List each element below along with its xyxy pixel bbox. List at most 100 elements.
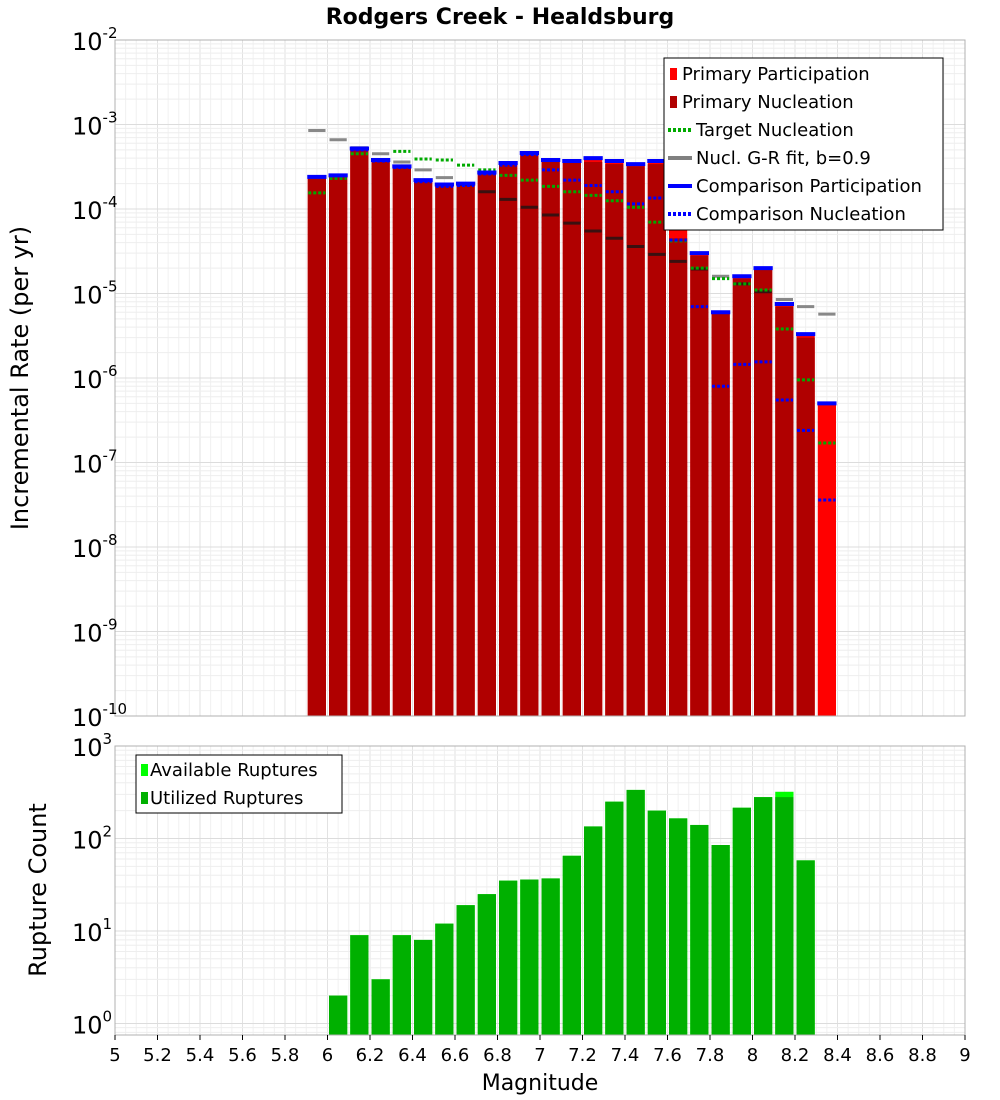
primary-nucleation-bar <box>690 255 709 716</box>
utilized-ruptures-bar <box>435 923 454 1035</box>
y-tick-label: 10-5 <box>72 278 118 310</box>
utilized-ruptures-bar <box>605 801 624 1035</box>
x-tick-label: 8.8 <box>908 1045 937 1066</box>
y-tick-exponent: 2 <box>103 822 113 840</box>
x-tick-label: 7.4 <box>611 1045 640 1066</box>
y-tick-label: 10-7 <box>72 447 118 479</box>
y-tick-label: 10-10 <box>72 700 127 732</box>
legend-label: Comparison Nucleation <box>696 204 906 225</box>
y-tick-base: 10 <box>72 826 103 854</box>
x-tick-label: 6.4 <box>398 1045 427 1066</box>
top-plot: 10-1010-910-810-710-610-510-410-310-2Pri… <box>72 24 966 732</box>
legend-label: Primary Nucleation <box>682 92 854 113</box>
y-tick-label: 102 <box>72 822 112 854</box>
y-tick-base: 10 <box>72 28 103 56</box>
primary-nucleation-bar <box>584 161 603 716</box>
primary-nucleation-bar <box>541 160 560 716</box>
y-tick-base: 10 <box>72 282 103 310</box>
utilized-ruptures-bar <box>626 789 645 1035</box>
utilized-ruptures-bar <box>711 845 730 1035</box>
chart-title: Rodgers Creek - Healdsburg <box>326 5 675 30</box>
primary-nucleation-bar <box>626 166 645 716</box>
primary-nucleation-bar <box>669 238 688 717</box>
y-tick-exponent: -7 <box>103 447 118 465</box>
primary-nucleation-bar <box>562 160 581 717</box>
y-tick-base: 10 <box>72 197 103 225</box>
primary-nucleation-bar <box>329 175 348 716</box>
legend-swatch <box>670 96 677 108</box>
y-tick-label: 10-6 <box>72 362 118 394</box>
y-tick-label: 10-4 <box>72 193 118 225</box>
x-tick-label: 7.8 <box>696 1045 725 1066</box>
utilized-ruptures-bar <box>562 855 581 1035</box>
utilized-ruptures-bar <box>329 995 348 1035</box>
y-tick-exponent: 3 <box>103 730 113 748</box>
bottom-y-axis-label: Rupture Count <box>24 803 52 977</box>
x-tick-label: 7.2 <box>568 1045 597 1066</box>
utilized-ruptures-bar <box>520 879 539 1035</box>
x-tick-label: 6.2 <box>356 1045 385 1066</box>
y-tick-base: 10 <box>72 919 103 947</box>
y-tick-label: 10-8 <box>72 531 118 563</box>
legend-label: Available Ruptures <box>150 760 318 781</box>
utilized-ruptures-bar <box>456 905 475 1035</box>
x-tick-label: 9 <box>959 1045 970 1066</box>
y-tick-exponent: 0 <box>103 1007 113 1025</box>
primary-nucleation-bar <box>392 166 411 716</box>
primary-nucleation-bar <box>605 164 624 716</box>
utilized-ruptures-bar <box>669 818 688 1035</box>
legend-label: Utilized Ruptures <box>150 788 303 809</box>
utilized-ruptures-bar <box>647 810 666 1035</box>
primary-nucleation-bar <box>456 183 475 716</box>
primary-nucleation-bar <box>647 164 666 716</box>
x-tick-label: 5.4 <box>186 1045 215 1066</box>
y-tick-base: 10 <box>72 451 103 479</box>
y-tick-label: 100 <box>72 1007 112 1039</box>
legend-label: Target Nucleation <box>695 120 854 141</box>
y-tick-exponent: -2 <box>103 24 118 42</box>
y-tick-base: 10 <box>72 1011 103 1039</box>
utilized-ruptures-bar <box>775 797 794 1035</box>
utilized-ruptures-bar <box>350 935 369 1035</box>
primary-nucleation-bar <box>520 152 539 717</box>
y-tick-label: 10-3 <box>72 109 118 141</box>
x-tick-label: 5.2 <box>143 1045 172 1066</box>
utilized-ruptures-bar <box>584 826 603 1035</box>
primary-nucleation-bar <box>711 312 730 716</box>
utilized-ruptures-bar <box>477 894 496 1035</box>
x-tick-label: 8.2 <box>781 1045 810 1066</box>
y-tick-exponent: -10 <box>103 700 128 718</box>
y-tick-exponent: -4 <box>103 193 118 211</box>
y-tick-label: 101 <box>72 915 112 947</box>
utilized-ruptures-bar <box>541 878 560 1035</box>
y-tick-exponent: -6 <box>103 362 118 380</box>
y-tick-base: 10 <box>72 734 103 762</box>
primary-nucleation-bar <box>732 278 751 716</box>
x-tick-label: 8.6 <box>866 1045 895 1066</box>
legend-label: Nucl. G-R fit, b=0.9 <box>696 148 871 169</box>
utilized-ruptures-bar <box>371 979 390 1035</box>
legend-label: Comparison Participation <box>696 176 922 197</box>
x-tick-label: 8 <box>747 1045 758 1066</box>
primary-nucleation-bar <box>477 172 496 717</box>
primary-nucleation-bar <box>775 306 794 716</box>
primary-nucleation-bar <box>499 163 518 716</box>
x-tick-label: 7.6 <box>653 1045 682 1066</box>
top-legend-box <box>663 57 944 231</box>
bottom-legend: Available Ruptures Utilized Ruptures <box>135 754 343 814</box>
y-tick-base: 10 <box>72 620 103 648</box>
x-tick-label: 6 <box>322 1045 333 1066</box>
x-tick-label: 8.4 <box>823 1045 852 1066</box>
primary-nucleation-bar <box>350 148 369 717</box>
x-tick-label: 5 <box>109 1045 120 1066</box>
legend-label: Primary Participation <box>682 64 870 85</box>
y-tick-base: 10 <box>72 535 103 563</box>
y-tick-exponent: -8 <box>103 531 118 549</box>
x-tick-label: 5.8 <box>271 1045 300 1066</box>
y-tick-exponent: 1 <box>103 915 113 933</box>
utilized-ruptures-bar <box>754 797 773 1035</box>
y-tick-base: 10 <box>72 366 103 394</box>
primary-nucleation-bar <box>371 160 390 716</box>
